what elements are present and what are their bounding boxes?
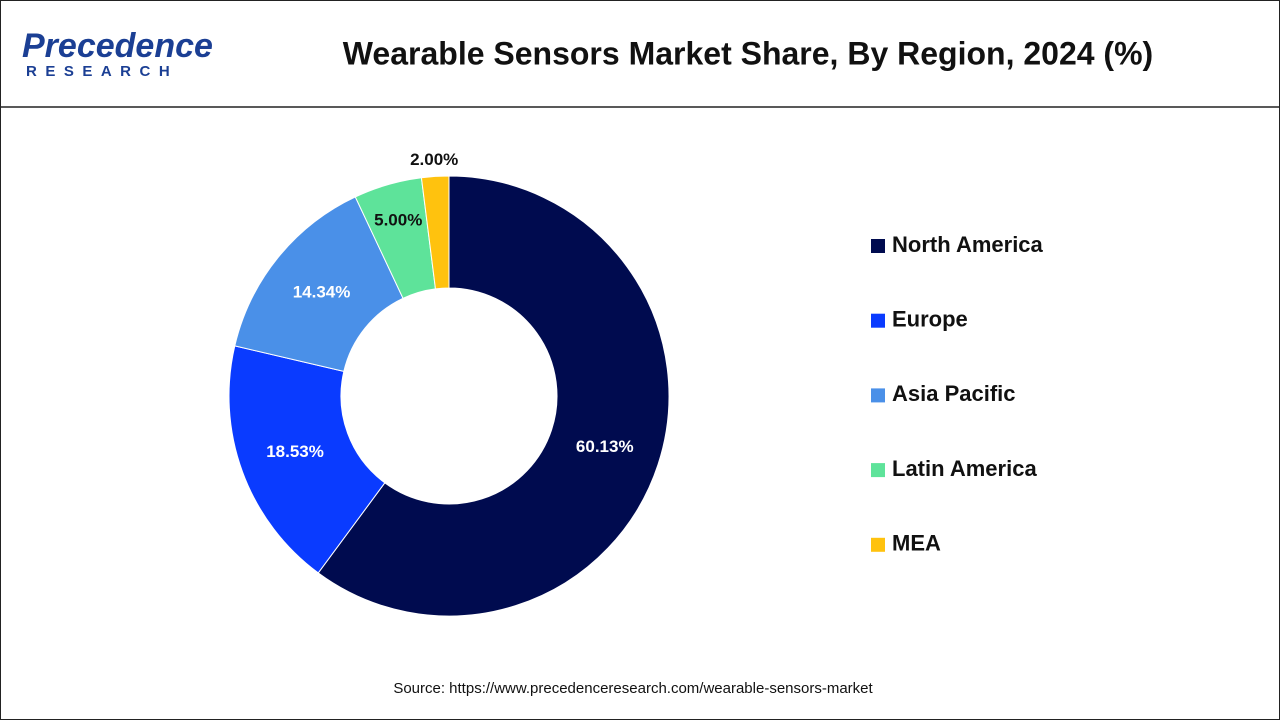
legend-label: Asia Pacific	[892, 381, 1016, 406]
legend-swatch	[871, 537, 885, 552]
source: Source: https://www.precedenceresearch.c…	[393, 680, 873, 697]
value-label: 2.00%	[410, 150, 458, 169]
legend-label: MEA	[892, 531, 941, 556]
legend-label: Europe	[892, 307, 968, 332]
legend-swatch	[871, 388, 885, 403]
donut-segment	[228, 345, 386, 574]
legend-swatch	[871, 313, 885, 328]
donut-segment	[234, 196, 404, 372]
donut-segment	[317, 175, 670, 617]
value-label: 18.53%	[266, 442, 324, 461]
logo-sub: RESEARCH	[26, 63, 178, 80]
chart-title: Wearable Sensors Market Share, By Region…	[343, 35, 1153, 71]
value-label: 14.34%	[293, 282, 351, 301]
legend-label: North America	[892, 232, 1044, 257]
legend-swatch	[871, 463, 885, 478]
logo-name: Precedence	[22, 27, 213, 65]
legend-label: Latin America	[892, 456, 1037, 481]
donut-segment	[420, 175, 450, 290]
value-label: 5.00%	[374, 211, 422, 230]
value-label: 60.13%	[576, 437, 634, 456]
legend-swatch	[871, 239, 885, 253]
